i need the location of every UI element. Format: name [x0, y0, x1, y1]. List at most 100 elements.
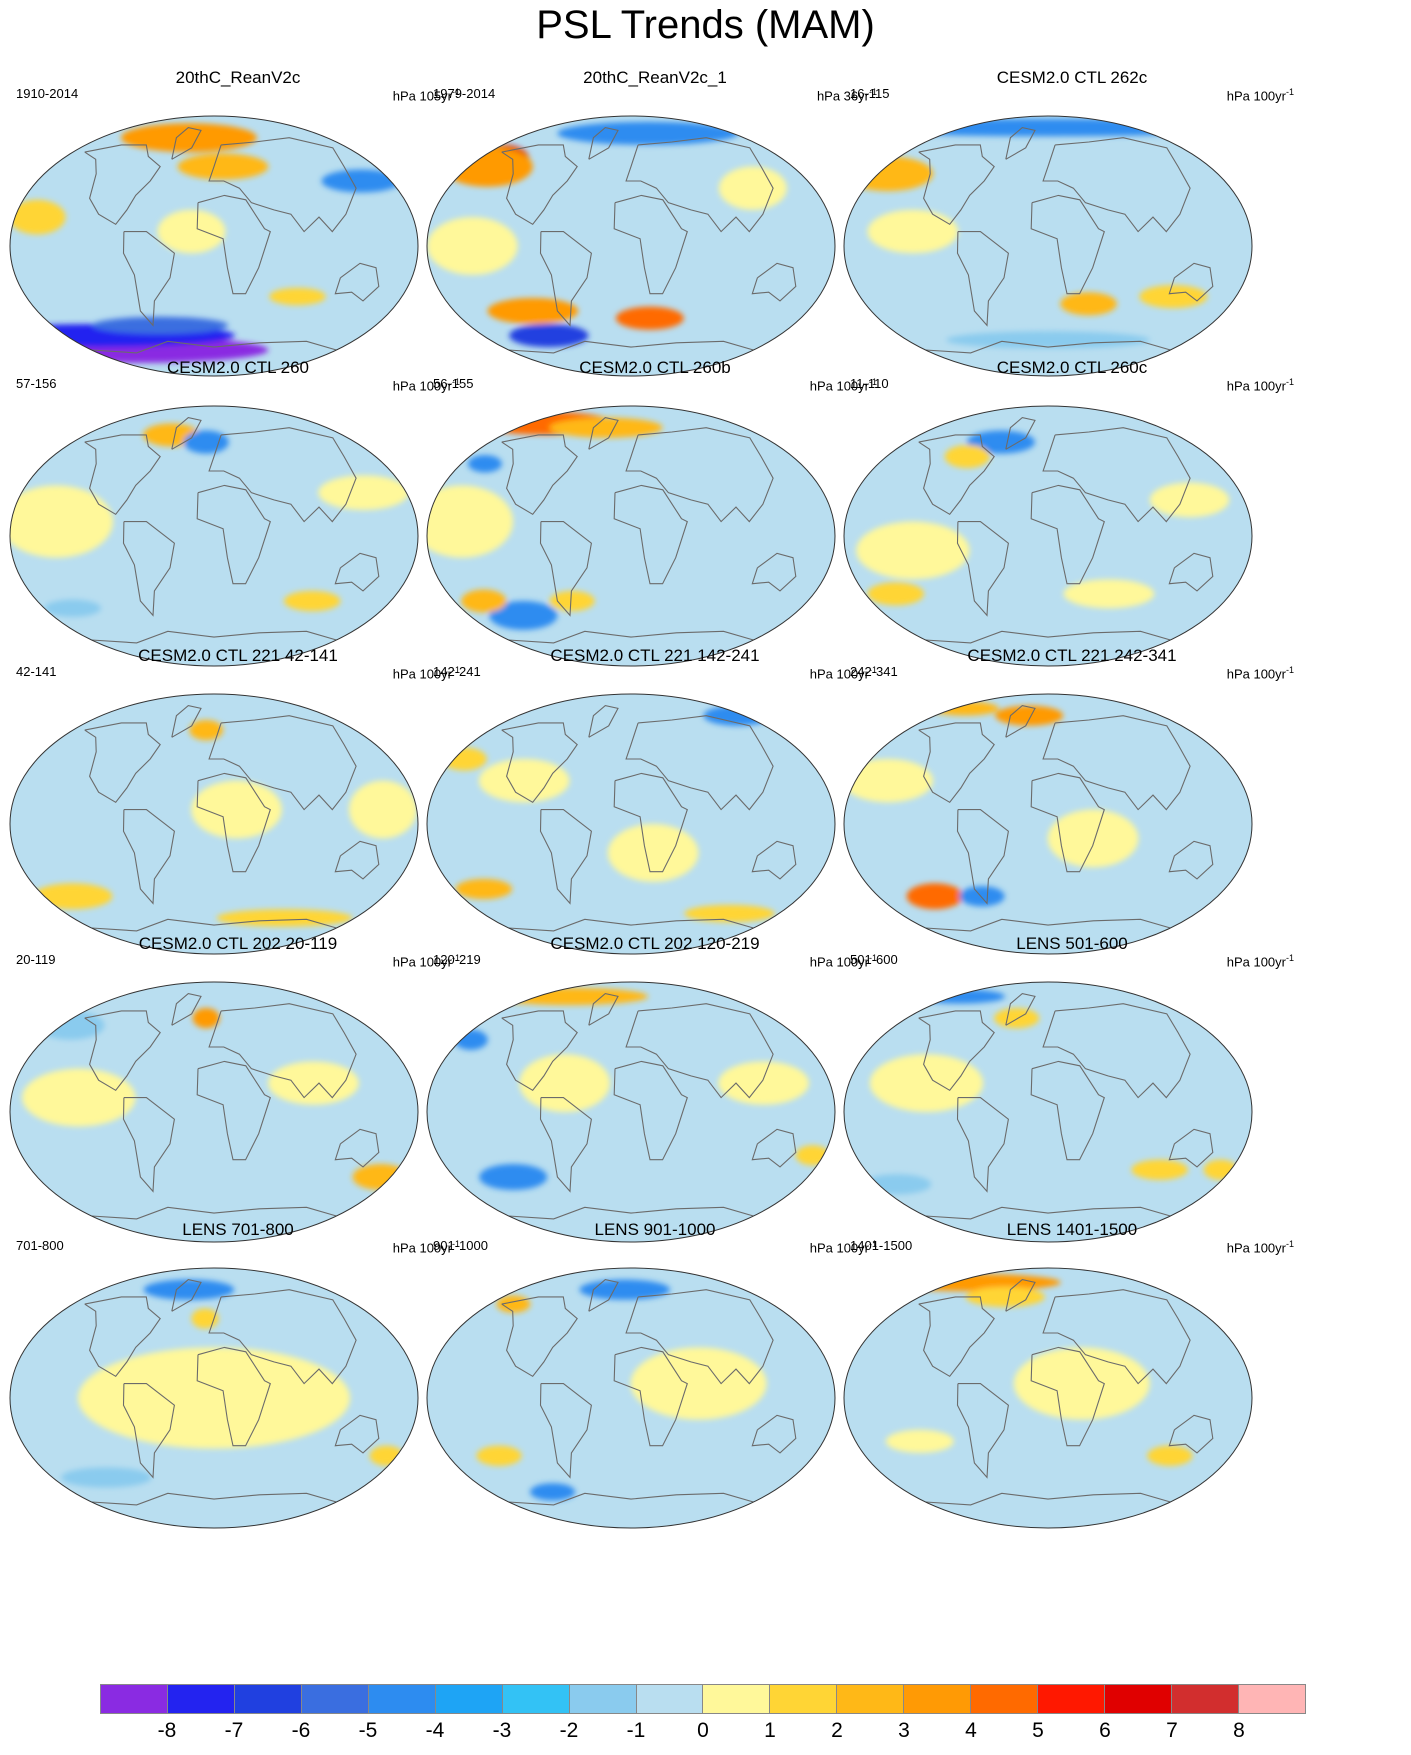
- panel-units-text: hPa 100yr: [392, 666, 452, 682]
- panel-units-exponent: -1: [868, 1239, 877, 1249]
- coastline: [625, 1003, 774, 1099]
- panel-title: CESM2.0 CTL 221 242-341: [967, 646, 1177, 665]
- map-panel: LENS 901-1000 901-1000 hPa 100yr-1: [425, 1220, 885, 1540]
- coastline: [1005, 705, 1036, 738]
- trend-contour: [369, 1445, 404, 1466]
- panel-units-exponent: -1: [451, 665, 460, 675]
- colorbar-swatch: [770, 1685, 838, 1713]
- coastline: [918, 144, 995, 226]
- coastline: [508, 1492, 754, 1506]
- panel-units-exponent: -1: [1285, 377, 1294, 387]
- panel-year-range: 42-141: [16, 664, 57, 679]
- coastline: [613, 1060, 688, 1161]
- trend-contour: [869, 1054, 984, 1112]
- trend-contour: [529, 1483, 576, 1501]
- coastline: [925, 630, 1171, 644]
- coastline: [751, 1128, 797, 1168]
- colorbar-tick-label: 5: [1032, 1719, 1044, 1742]
- map-globe: [843, 981, 1253, 1243]
- trend-contour: [192, 1008, 220, 1029]
- map-frame: [843, 693, 1253, 955]
- coastline: [751, 840, 797, 880]
- panel-year-range: 11-110: [850, 376, 889, 391]
- trend-contour: [1047, 809, 1139, 868]
- panel-units: hPa 100yr-1: [393, 1236, 460, 1256]
- trend-contour: [795, 1145, 830, 1166]
- panel-units-exponent: -1: [868, 87, 877, 97]
- coastline: [1030, 194, 1105, 295]
- coastline: [1030, 1346, 1105, 1447]
- colorbar-swatch: [904, 1685, 972, 1713]
- coastline: [1168, 262, 1214, 302]
- colorbar-labels: -8 -7 -6 -5 -4 -3 -2 -1 0 1 2 3 4 5 6 7 8: [100, 1718, 1306, 1748]
- panel-units-text: hPa 105yr: [392, 88, 452, 104]
- colorbar-tick-label: 7: [1166, 1719, 1178, 1742]
- map-frame: [9, 693, 419, 955]
- coastline: [122, 1383, 176, 1479]
- panel-units: hPa 100yr-1: [393, 950, 460, 970]
- map-frame: [426, 981, 836, 1243]
- coastline: [171, 705, 202, 738]
- coastline: [539, 809, 593, 905]
- coastline: [91, 1492, 337, 1506]
- panel-title: CESM2.0 CTL 221 142-241: [550, 646, 760, 665]
- coastline: [1030, 1060, 1105, 1161]
- trend-contour: [427, 485, 514, 558]
- panel-units-text: hPa 100yr: [809, 1240, 869, 1256]
- panel-units-exponent: -1: [1285, 1239, 1294, 1249]
- panel-units: hPa 36yr-1: [817, 84, 877, 104]
- coastline: [918, 1296, 995, 1378]
- trend-contour: [183, 430, 229, 454]
- trend-contour: [549, 590, 595, 612]
- colorbar-swatch: [703, 1685, 771, 1713]
- trend-contour: [191, 780, 282, 839]
- colorbar-tick-label: -3: [492, 1719, 512, 1742]
- coastline: [613, 1346, 688, 1447]
- panel-units-exponent: -1: [1285, 953, 1294, 963]
- panel-title: CESM2.0 CTL 202 20-119: [138, 934, 338, 953]
- map-frame: [843, 115, 1253, 377]
- coastline: [508, 340, 754, 354]
- panel-units-text: hPa 100yr: [809, 378, 869, 394]
- colorbar-swatch: [1172, 1685, 1239, 1713]
- coastline: [918, 722, 995, 804]
- trend-contour: [269, 287, 326, 306]
- trend-contour: [965, 1286, 1045, 1307]
- coastline: [539, 1383, 593, 1479]
- trend-contour: [352, 1164, 410, 1190]
- colorbar-tick-label: -8: [157, 1719, 177, 1742]
- colorbar-swatch: [971, 1685, 1039, 1713]
- trend-contour: [1139, 285, 1208, 309]
- coastline: [625, 427, 774, 523]
- colorbar-swatch: [101, 1685, 168, 1713]
- map-background-field: [427, 694, 835, 954]
- panel-units: hPa 105yr-1: [393, 84, 460, 104]
- map-frame: [9, 1267, 419, 1529]
- map-frame: [426, 115, 836, 377]
- map-panel: CESM2.0 CTL 221 242-341 242-341 hPa 100yr-…: [842, 646, 1302, 966]
- panel-units-text: hPa 100yr: [1226, 954, 1286, 970]
- colorbar-tick-label: 8: [1233, 1719, 1245, 1742]
- coastline: [334, 1414, 380, 1454]
- trend-contour: [461, 589, 507, 613]
- coastline: [588, 705, 619, 738]
- trend-contour: [189, 720, 224, 741]
- coastline: [956, 521, 1010, 617]
- coastline: [508, 1206, 754, 1220]
- map-panel: CESM2.0 CTL 202 20-119 20-119 hPa 100yr-1: [8, 934, 468, 1254]
- coastline: [208, 137, 357, 233]
- coastline: [1030, 772, 1105, 873]
- panel-units: hPa 100yr-1: [1227, 84, 1294, 104]
- colorbar-swatch: [167, 1685, 235, 1713]
- coastline: [613, 484, 688, 585]
- coastline: [91, 918, 337, 932]
- trend-contour: [684, 904, 775, 923]
- coastline: [501, 1296, 578, 1378]
- map-globe: [426, 693, 836, 955]
- coastline: [334, 840, 380, 880]
- trend-contour: [143, 1279, 235, 1300]
- colorbar-swatch: [502, 1685, 570, 1713]
- colorbar-tick-label: 1: [764, 1719, 776, 1742]
- trend-contour: [844, 118, 1252, 137]
- trend-contour: [615, 306, 684, 330]
